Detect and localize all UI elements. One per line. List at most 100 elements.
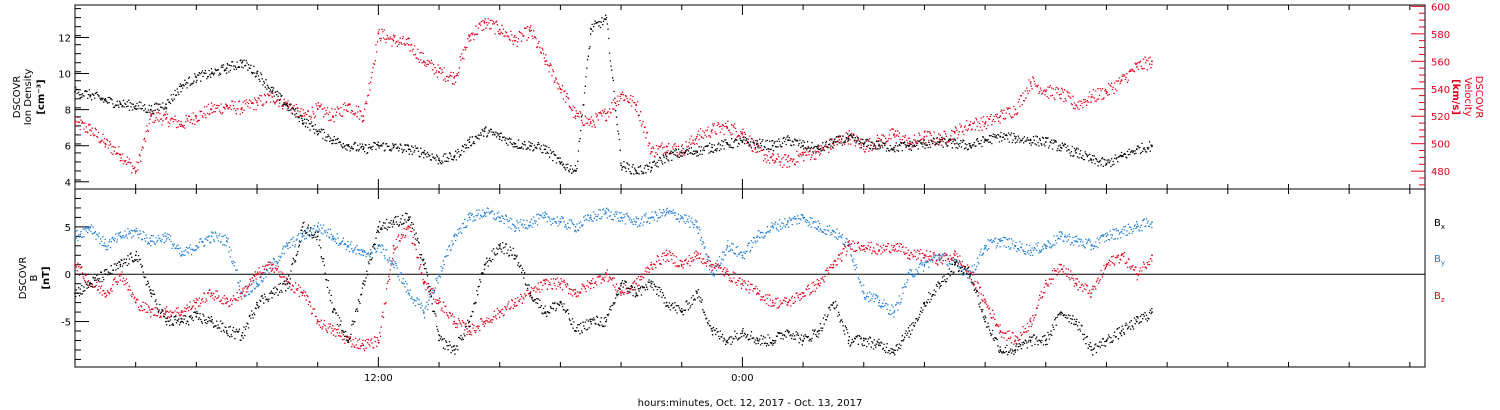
by-series-point: [377, 244, 380, 247]
velocity-series-point: [787, 160, 789, 163]
by-series-point: [544, 216, 547, 219]
bx-series-point: [832, 301, 835, 304]
bz-series-point: [938, 259, 941, 261]
velocity-series-point: [771, 159, 774, 162]
bz-series-point: [984, 301, 986, 304]
by-series-point: [1120, 230, 1123, 233]
by-series-point: [1090, 244, 1093, 247]
density-series-point: [938, 141, 941, 144]
by-series-point: [1060, 235, 1062, 238]
density-series-point: [407, 148, 410, 151]
bx-series-point: [953, 263, 956, 266]
density-series-point: [847, 137, 850, 140]
density-series-point: [1135, 148, 1138, 151]
by-series-point: [438, 273, 440, 276]
density-series-point: [210, 72, 213, 75]
bx-series-point: [119, 263, 122, 266]
density-tick-label: 6: [65, 142, 71, 153]
bz-series-point: [787, 301, 789, 304]
by-series-point: [771, 226, 774, 228]
by-series-point: [407, 292, 410, 294]
by-series-point: [180, 254, 183, 257]
density-series-point: [134, 105, 137, 107]
by-series-point: [104, 244, 107, 247]
by-series-point: [89, 226, 92, 228]
bz-series-point: [620, 292, 622, 294]
by-series-point: [711, 273, 713, 276]
bx-series-point: [134, 254, 137, 257]
bz-series-point: [438, 301, 440, 304]
velocity-series-point: [802, 153, 804, 156]
bz-series-point: [316, 320, 319, 323]
bx-series-point: [468, 320, 471, 323]
density-series-point: [862, 143, 865, 145]
bz-series-point: [680, 263, 683, 266]
by-series-point: [802, 216, 804, 219]
velocity-tick-label: 560: [1431, 57, 1450, 68]
by-series-point: [1151, 221, 1153, 224]
bz-series-point: [195, 301, 198, 304]
density-series-point: [923, 143, 926, 145]
bz-series-point: [1105, 263, 1108, 266]
by-series-point: [696, 226, 698, 228]
bz-series-point: [817, 282, 820, 285]
density-series-point: [696, 150, 698, 153]
bx-series-point: [377, 226, 380, 228]
density-series-point: [999, 135, 1002, 138]
by-series-point: [1135, 226, 1138, 228]
bx-series-point: [544, 311, 547, 313]
by-series-point: [832, 230, 835, 233]
bz-series-point: [1075, 282, 1077, 285]
by-series-point: [332, 235, 334, 238]
density-ylabel-line2: Ion Density: [23, 69, 34, 126]
bx-series-point: [362, 282, 365, 285]
bx-series-point: [938, 282, 941, 285]
density-series-point: [771, 144, 774, 147]
bx-series: [75, 212, 1153, 356]
by-series-point: [665, 211, 668, 214]
velocity-series-point: [680, 149, 683, 152]
density-series-point: [741, 141, 744, 144]
plasma-data: [74, 14, 1153, 175]
bx-series-point: [741, 330, 744, 332]
density-series-point: [347, 144, 349, 147]
bx-series-point: [438, 339, 440, 342]
bx-series-point: [999, 349, 1002, 351]
bz-series-point: [1014, 339, 1017, 342]
bz-series-point: [771, 301, 774, 304]
legend-bx: Bx: [1434, 218, 1445, 231]
bz-series-point: [726, 273, 729, 276]
by-series-point: [165, 235, 167, 238]
density-series-point: [498, 135, 501, 138]
bx-series-point: [1044, 339, 1047, 342]
bx-series-point: [847, 339, 850, 342]
velocity-series-point: [817, 151, 820, 153]
density-series-point: [89, 94, 92, 97]
velocity-series-point: [908, 142, 911, 145]
by-series-point: [498, 216, 501, 219]
by-series-point: [256, 282, 258, 285]
velocity-series-point: [1120, 79, 1123, 82]
bz-series-point: [589, 282, 592, 285]
velocity-series-point: [195, 115, 198, 118]
velocity-series-point: [89, 129, 92, 131]
velocity-tick-label: 520: [1431, 112, 1450, 123]
density-series-point: [635, 170, 638, 172]
field-tick-label: 0: [65, 270, 71, 281]
density-series-point: [438, 159, 440, 162]
field-ylabel-line1: DSCOVR: [18, 257, 29, 300]
velocity-series-point: [316, 108, 319, 111]
bx-series-point: [210, 320, 213, 323]
density-series-point: [392, 146, 395, 149]
bz-series-point: [862, 244, 865, 247]
plasma-panel-frame: [74, 4, 1426, 190]
density-series-point: [1014, 137, 1017, 140]
by-series-point: [589, 216, 592, 219]
velocity-series-point: [650, 151, 653, 153]
density-series-point: [726, 143, 729, 145]
velocity-ylabel-unit: [km/s]: [1450, 79, 1461, 115]
density-series-point: [1151, 144, 1153, 147]
by-series-point: [74, 235, 76, 238]
velocity-series-point: [149, 115, 152, 118]
